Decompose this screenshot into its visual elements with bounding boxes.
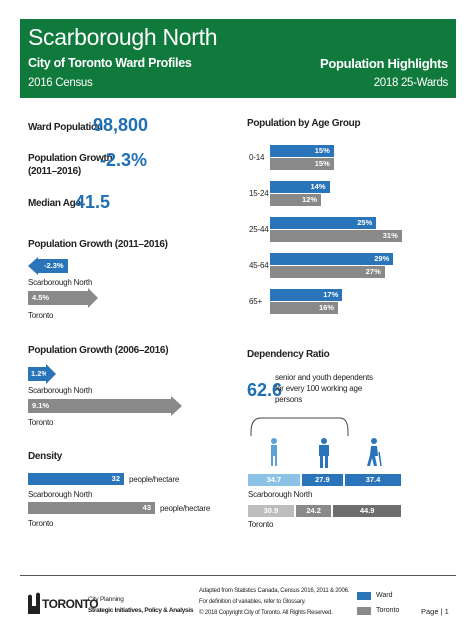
age-category-label: 25-44 <box>249 225 269 234</box>
dependency-value: 62.6 <box>247 380 283 400</box>
legend-toronto-swatch <box>357 607 371 615</box>
age-toronto-bar: 15% <box>270 158 334 170</box>
ward-density-label: Scarborough North <box>28 490 93 499</box>
ward-growth-2006-label: Scarborough North <box>28 386 93 395</box>
child-icon <box>271 438 277 466</box>
age-category-label: 45-64 <box>249 261 269 270</box>
age-category-label: 0-14 <box>249 153 265 162</box>
increase-arrow-icon <box>171 396 182 416</box>
growth-period-label: (2011–2016) <box>28 166 81 177</box>
dependency-title: Dependency Ratio <box>247 349 330 360</box>
dependency-ward-label: Scarborough North <box>248 490 313 499</box>
profile-subtitle: City of Toronto Ward Profiles <box>28 56 192 70</box>
dependency-ward-segment: 37.4 <box>345 474 401 486</box>
ward-growth-value: -2.3% <box>44 261 64 270</box>
age-toronto-bar: 12% <box>270 194 321 206</box>
dependency-ward-segment: 34.7 <box>248 474 300 486</box>
ward-title: Scarborough North <box>28 24 218 50</box>
toronto-density-unit: people/hectare <box>160 504 211 513</box>
age-toronto-bar: 16% <box>270 302 338 314</box>
wards-label: 2018 25-Wards <box>373 77 449 89</box>
growth-2011-title: Population Growth (2011–2016) <box>28 239 168 250</box>
legend-toronto-label: Toronto <box>376 607 400 614</box>
toronto-growth-2006-bar: 9.1% <box>28 399 171 413</box>
dependency-ward-segment: 27.9 <box>301 474 344 486</box>
senior-icon <box>367 438 382 467</box>
dependency-desc-2: for every 100 working age <box>275 384 363 393</box>
decrease-arrow-icon <box>28 257 38 275</box>
ward-growth-2006-bar: 1.2% <box>28 367 49 381</box>
ward-population-label: Ward Population <box>28 122 103 133</box>
dependency-toronto-label: Toronto <box>248 520 274 529</box>
ward-population-value: 98,800 <box>93 115 149 135</box>
division-name: Strategic Initiatives, Policy & Analysis <box>88 607 194 614</box>
growth-2006-title: Population Growth (2006–2016) <box>28 345 169 356</box>
ward-density-unit: people/hectare <box>129 475 180 484</box>
median-age-label: Median Age <box>28 198 81 209</box>
dependency-desc-3: persons <box>275 395 303 404</box>
toronto-density-bar: 43 <box>28 502 155 514</box>
increase-arrow-icon <box>46 364 56 384</box>
city-hall-logo-icon <box>28 592 40 614</box>
age-ward-bar: 14% <box>270 181 330 193</box>
legend-ward-label: Ward <box>376 592 393 599</box>
toronto-density-label: Toronto <box>28 519 54 528</box>
dependency-toronto-segment: 44.9 <box>333 505 401 517</box>
toronto-growth-label: Toronto <box>28 311 54 320</box>
age-ward-bar: 15% <box>270 145 334 157</box>
header-banner: Scarborough North City of Toronto Ward P… <box>20 19 456 98</box>
ward-density-bar: 32 <box>28 473 124 485</box>
section-title: Population Highlights <box>319 56 448 71</box>
working-age-bracket <box>250 417 349 436</box>
age-ward-bar: 29% <box>270 253 394 265</box>
census-year: 2016 Census <box>28 77 93 89</box>
age-ward-bar: 25% <box>270 217 377 229</box>
dependency-toronto-segment: 30.9 <box>248 505 294 517</box>
department-name: City Planning <box>88 596 124 603</box>
age-toronto-bar: 27% <box>270 266 385 278</box>
median-age-value: 41.5 <box>75 192 111 212</box>
ward-growth-2006-value: 1.2% <box>31 369 49 378</box>
glossary-note: For definition of variables, refer to Gl… <box>199 599 306 605</box>
toronto-growth-bar: 4.5% <box>28 291 88 305</box>
dependency-desc-1: senior and youth dependents <box>275 373 373 382</box>
ward-growth-bar: -2.3% <box>38 259 68 273</box>
footer-divider <box>20 575 456 576</box>
toronto-growth-2006-label: Toronto <box>28 418 54 427</box>
dependency-toronto-segment: 24.2 <box>295 505 332 517</box>
age-category-label: 15-24 <box>249 189 269 198</box>
increase-arrow-icon <box>88 288 98 308</box>
legend-ward-swatch <box>357 592 371 600</box>
source-note: Adapted from Statistics Canada, Census 2… <box>199 588 350 594</box>
age-toronto-bar: 31% <box>270 230 402 242</box>
toronto-growth-value: 4.5% <box>32 293 50 302</box>
age-ward-bar: 17% <box>270 289 343 301</box>
adult-icon <box>319 438 329 468</box>
toronto-logo-text: TORONTO <box>42 597 99 611</box>
density-title: Density <box>28 451 63 462</box>
copyright-note: © 2018 Copyright City of Toronto. All Ri… <box>199 610 333 616</box>
toronto-growth-2006-value: 9.1% <box>32 401 50 410</box>
age-category-label: 65+ <box>249 297 262 306</box>
growth-label: Population Growth <box>28 153 113 164</box>
ward-growth-label: Scarborough North <box>28 278 93 287</box>
age-group-title: Population by Age Group <box>247 118 361 129</box>
page-number: Page | 1 <box>421 607 449 616</box>
growth-value: -2.3% <box>100 150 148 170</box>
